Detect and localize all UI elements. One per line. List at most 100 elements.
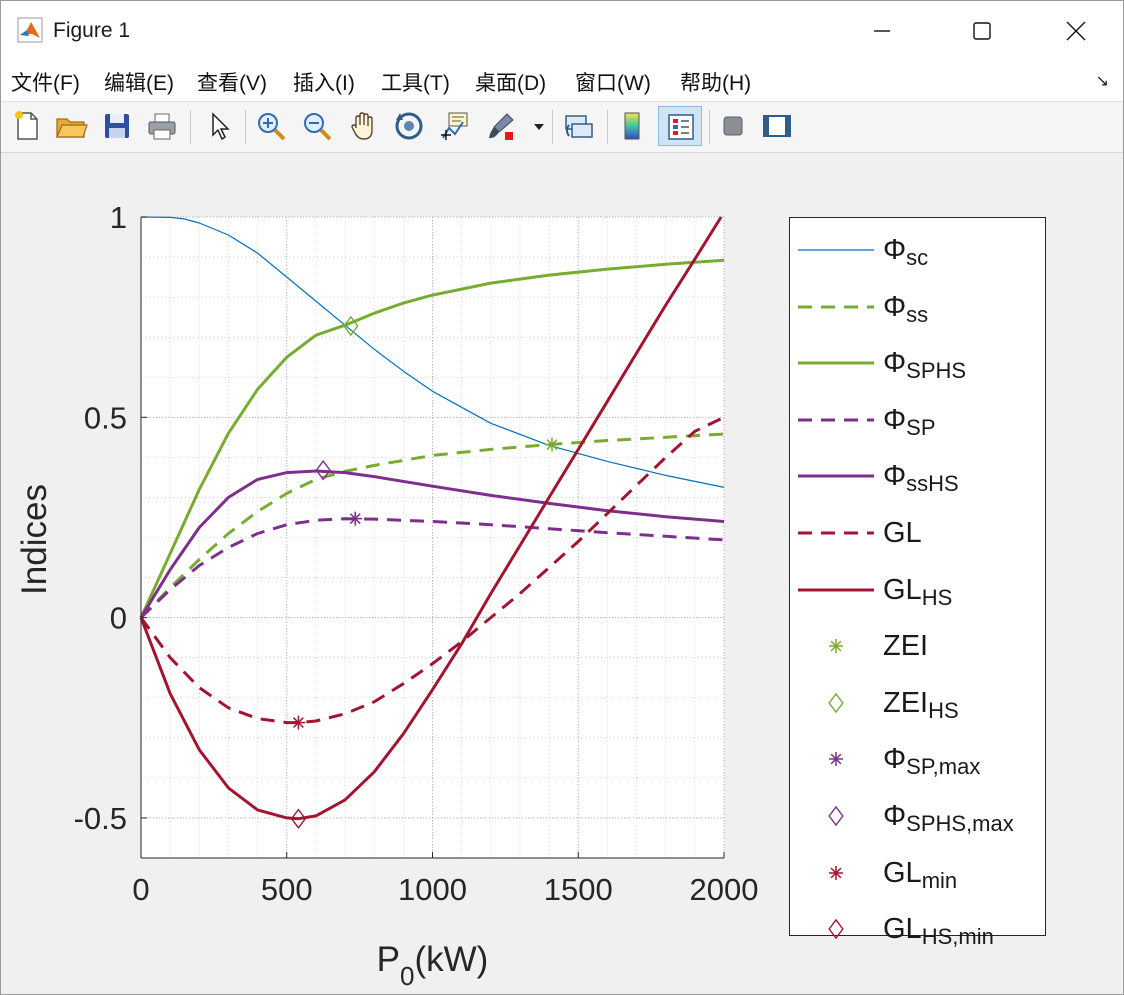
menu-help[interactable]: 帮助(H) [680,72,752,95]
legend-entry-phi_sp[interactable]: ΦSP [790,392,1047,448]
legend-label-sub: SP [906,414,936,440]
maximize-icon [973,22,991,40]
legend-entry-phi_sp_max[interactable]: ΦSP,max [790,731,1047,787]
link-plot-button[interactable] [561,108,597,144]
open-file-button[interactable] [53,108,89,144]
zoom-out-button[interactable] [299,108,335,144]
legend-label-sub: SP,max [906,754,981,780]
legend-button[interactable] [658,106,702,146]
marker-gl_hs_min [290,808,307,830]
legend-entry-gl[interactable]: GL [790,505,1047,561]
diamond-outline [828,692,844,714]
legend-entry-zei[interactable]: ZEI [790,618,1047,674]
menu-desktop[interactable]: 桌面(D) [475,72,547,95]
close-button[interactable] [1029,1,1123,61]
legend-label: Φss [883,290,928,327]
x-tick-label: 1500 [544,872,613,907]
save-figure-button[interactable] [99,108,135,144]
x-tick-label: 2000 [690,872,759,907]
legend-marker-sample [828,805,844,827]
printer-icon [148,113,176,140]
print-figure-button[interactable] [144,108,180,144]
legend-label: GLHS [883,574,952,610]
show-plot-tools-button[interactable] [759,108,795,144]
hand-icon [351,112,373,140]
zoom-in-icon [258,113,286,141]
rotate-3d-button[interactable] [391,108,427,144]
legend-label-main: GL [883,913,922,946]
minimize-button[interactable] [835,1,929,61]
legend-entry-phi_sphs_max[interactable]: ΦSPHS,max [790,788,1047,844]
legend-sample [798,588,874,592]
legend-label: ZEI [883,630,928,663]
grid [140,216,725,859]
legend-label: ΦssHS [883,460,959,496]
legend-label-sub: min [921,867,958,893]
legend-sample [798,361,874,365]
legend-label-sub: SPHS [906,358,967,384]
legend-entry-zei_hs[interactable]: ZEIHS [790,675,1047,731]
brush-button[interactable] [483,108,519,144]
brush-dropdown[interactable] [531,108,547,144]
diamond-outline [828,805,844,827]
legend-entry-gl_hs[interactable]: GLHS [790,562,1047,618]
hide-plot-tools-button[interactable] [715,108,751,144]
legend-entry-phi_sc[interactable]: Φsc [790,222,1047,278]
data-cursor-button[interactable] [437,108,473,144]
legend[interactable]: Φsc Φss ΦSPHS ΦSP ΦssHS GL GLHS ZEI ZEIHS ΦSP,max… [789,217,1047,949]
legend-label-main: Φ [883,234,907,266]
legend-sample [828,692,844,714]
marker-zei_hs [343,315,359,337]
menu-file[interactable]: 文件(F) [11,72,80,95]
dock-arrow-icon[interactable]: ↘ [1095,73,1109,90]
legend-sample [798,418,874,422]
menu-tools[interactable]: 工具(T) [381,72,450,95]
legend-entry-phi_ss[interactable]: Φss [790,279,1047,335]
legend-label-main: Φ [883,743,907,776]
new-file-icon [15,111,38,140]
diamond-outline [828,918,844,940]
legend-label: ZEIHS [883,686,959,723]
asterisk-stroke [349,513,361,525]
legend-entry-phi_sshs[interactable]: ΦssHS [790,448,1047,504]
legend-entry-gl_min[interactable]: GLmin [790,845,1047,901]
y-tick-label: -0.5 [74,801,127,836]
legend-icon [668,114,694,140]
colorbar-button[interactable] [615,108,651,144]
legend-label-main: ZEI [883,686,929,719]
series-line-phi_sp [139,517,725,619]
legend-sample [829,865,843,880]
zoom-in-button[interactable] [253,108,289,144]
menu-window[interactable]: 窗口(W) [575,72,651,95]
x-axis-title-sub: 0 [400,961,414,991]
legend-label-main: ZEI [883,630,929,663]
diamond-outline [290,808,307,830]
legend-label-main: Φ [883,290,907,323]
title-bar[interactable]: Figure 1 [1,1,1123,61]
legend-entry-gl_hs_min[interactable]: GLHS,min [790,901,1047,957]
edit-plot-button[interactable] [201,108,237,144]
legend-label-main: GL [883,856,922,889]
legend-marker-sample [829,865,843,880]
legend-sample [828,918,844,940]
diamond-outline [315,459,331,481]
marker-layer [290,315,560,830]
menu-view[interactable]: 查看(V) [197,72,267,95]
toolbar-separator [709,110,710,144]
legend-label-main: Φ [883,800,907,832]
pan-button[interactable] [346,108,382,144]
legend-marker-sample [828,692,844,714]
legend-entry-phi_sphs[interactable]: ΦSPHS [790,335,1047,391]
arrow-cursor-icon [212,112,230,141]
colorbar-icon [624,112,640,140]
legend-label-main: Φ [883,460,907,493]
menu-edit[interactable]: 编辑(E) [104,72,174,95]
maximize-button[interactable] [935,1,1029,61]
legend-sample [798,249,874,251]
legend-label: ΦSPHS,max [883,800,1014,836]
legend-label-main: Φ [883,403,907,436]
menu-insert[interactable]: 插入(I) [293,72,355,95]
new-figure-button[interactable] [9,108,45,144]
rotate-icon [395,112,423,140]
